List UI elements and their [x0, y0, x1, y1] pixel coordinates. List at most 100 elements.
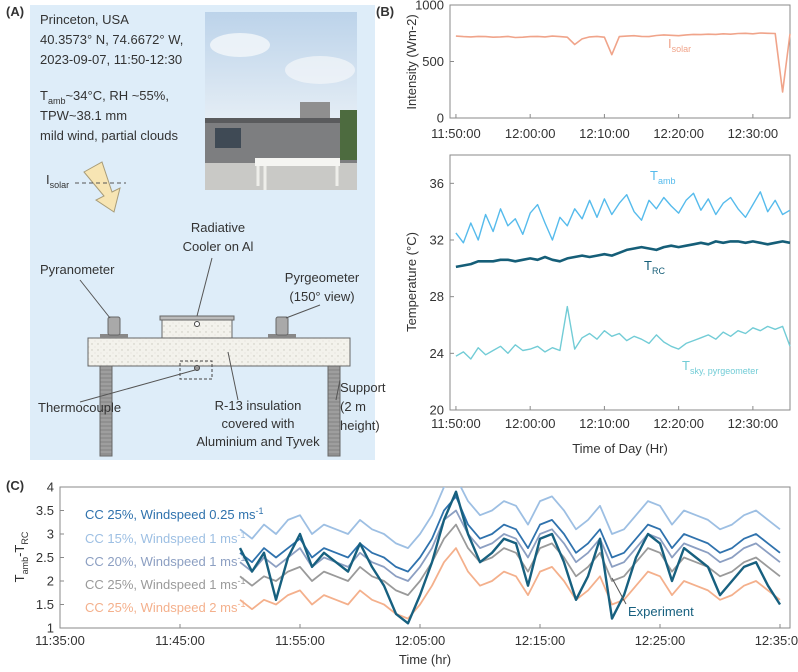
subscript: -1	[237, 599, 245, 609]
thermocouple-label: Thermocouple	[38, 400, 121, 415]
y-tick-label: 2	[47, 574, 54, 589]
subscript: amb	[658, 176, 676, 186]
x-tick-label: 12:30:00	[728, 126, 779, 141]
text-part: CC 25%, Windspeed 1 ms	[85, 577, 238, 592]
series-label: CC 15%, Windspeed 1 ms-1	[85, 530, 245, 546]
text-part: Experiment	[628, 604, 694, 619]
x-tick-label: 12:30:00	[728, 416, 779, 431]
y-axis-label: Intensity (Wm-2)	[404, 14, 419, 109]
x-tick-label: 12:00:00	[505, 416, 556, 431]
y-tick-label: 1.5	[36, 597, 54, 612]
series-label: Tsky, pyrgeometer	[682, 358, 758, 376]
y-axis-label: Temperature (°C)	[404, 232, 419, 332]
solar-arrow	[83, 161, 121, 213]
series-line	[455, 191, 791, 244]
condition: Tamb~34°C, RH ~55%,	[40, 88, 169, 106]
text-part: CC 20%, Windspeed 1 ms	[85, 554, 238, 569]
site-photo	[205, 12, 357, 190]
insulation-label: covered with	[222, 416, 295, 431]
panel-label: (B)	[376, 4, 394, 19]
x-tick-label: 12:05:00	[395, 633, 446, 648]
x-axis-label: Time (hr)	[399, 652, 451, 667]
text-part: T	[650, 168, 658, 183]
y-tick-label: 24	[430, 346, 444, 361]
subscript: solar	[50, 180, 70, 190]
series-line	[455, 240, 791, 269]
x-tick-label: 12:15:00	[515, 633, 566, 648]
y-tick-label: 3	[47, 527, 54, 542]
subscript: amb	[48, 96, 66, 106]
series-line	[239, 547, 781, 620]
text-part: I	[46, 172, 50, 187]
y-tick-label: 20	[430, 403, 444, 418]
insulation-label: Aluminium and Tyvek	[196, 434, 320, 449]
y-tick-label: 4	[47, 480, 54, 495]
text-part: -T	[12, 545, 27, 557]
y-tick-label: 28	[430, 289, 444, 304]
series-label: TRC	[644, 258, 665, 276]
text-part: T	[40, 88, 48, 103]
support-label: height)	[340, 418, 380, 433]
series-line	[239, 509, 781, 582]
series-label: CC 20%, Windspeed 1 ms-1	[85, 553, 245, 569]
y-tick-label: 0	[437, 111, 444, 126]
condition: mild wind, partial clouds	[40, 128, 179, 143]
x-tick-label: 11:55:00	[275, 633, 325, 648]
text-part: ~34°C, RH ~55%,	[65, 88, 168, 103]
series-line	[455, 305, 791, 360]
annotation-leader	[611, 577, 627, 605]
subscript: RC	[652, 266, 665, 276]
x-tick-label: 12:10:00	[579, 126, 630, 141]
text-part: TPW~38.1 mm	[40, 108, 127, 123]
text-part: CC 25%, Windspeed 0.25 ms	[85, 507, 256, 522]
condition: TPW~38.1 mm	[40, 108, 127, 123]
cooler-label: Radiative	[191, 220, 245, 235]
series-label: Isolar	[668, 36, 691, 54]
subscript: -1	[237, 553, 245, 563]
x-axis-label: Time of Day (Hr)	[572, 441, 668, 456]
site-info: 2023-09-07, 11:50-12:30	[40, 52, 182, 67]
series-line	[239, 487, 781, 549]
series-line	[239, 523, 781, 596]
text-part: Temperature (°C)	[404, 232, 419, 332]
y-tick-label: 500	[422, 54, 444, 69]
subscript: RC	[20, 531, 30, 544]
series-line	[238, 490, 782, 625]
panel-label: (C)	[6, 478, 24, 493]
subscript: amb	[20, 557, 30, 575]
support-label: Support	[340, 380, 386, 395]
support-label: (2 m	[340, 399, 366, 414]
y-tick-label: 1	[47, 621, 54, 636]
text-part: I	[668, 36, 672, 51]
x-tick-label: 11:50:00	[431, 416, 481, 431]
x-tick-label: 11:50:00	[431, 126, 481, 141]
y-tick-label: 36	[430, 176, 444, 191]
x-tick-label: 12:35:00	[755, 633, 798, 648]
site-info: 40.3573° N, 74.6672° W,	[40, 32, 183, 47]
series-label: Tamb	[650, 168, 675, 186]
x-tick-label: 12:00:00	[505, 126, 556, 141]
text-part: T	[682, 358, 690, 373]
panel-label: (A)	[6, 4, 24, 19]
y-tick-label: 2.5	[36, 550, 54, 565]
plot-frame	[449, 154, 791, 411]
series-line	[455, 32, 791, 93]
solar-label: Isolar	[46, 172, 69, 190]
subscript: -1	[237, 576, 245, 586]
setup-diagram	[79, 257, 351, 457]
text-part: T	[644, 258, 652, 273]
subscript: sky, pyrgeometer	[690, 366, 758, 376]
series-label: Experiment	[628, 604, 694, 619]
text-part: Intensity (Wm-2)	[404, 14, 419, 109]
subscript: -1	[256, 506, 264, 516]
plot-frame	[449, 4, 791, 119]
text-part: T	[12, 574, 27, 582]
site-info: Princeton, USA	[40, 12, 129, 27]
text-part: CC 15%, Windspeed 1 ms	[85, 531, 238, 546]
x-tick-label: 12:25:00	[635, 633, 686, 648]
pyranometer-label: Pyranometer	[40, 262, 115, 277]
subscript: solar	[672, 44, 692, 54]
text-part: mild wind, partial clouds	[40, 128, 179, 143]
cooler-label: Cooler on Al	[183, 239, 254, 254]
